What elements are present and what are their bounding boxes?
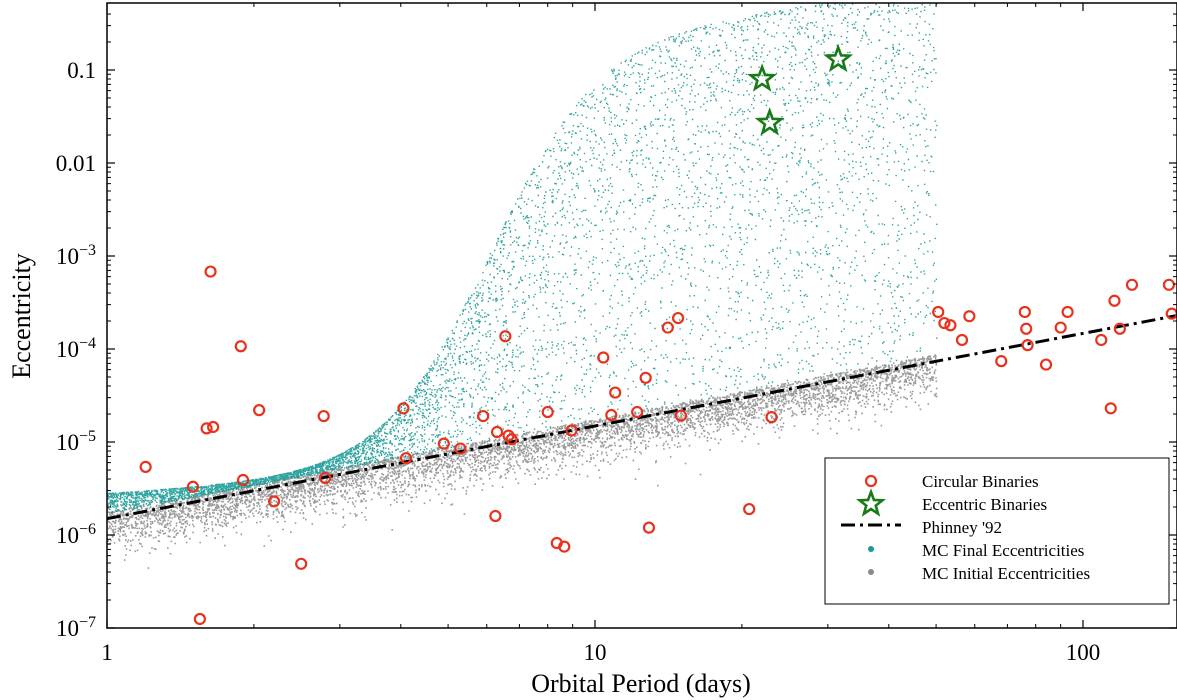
circular-binary-point bbox=[605, 408, 618, 422]
circular-binary-point bbox=[639, 371, 652, 384]
legend-label: Phinney '92 bbox=[922, 518, 1002, 537]
circular-binary-point bbox=[609, 386, 622, 399]
circular-binary-point bbox=[674, 409, 688, 422]
circular-binary-point bbox=[955, 333, 969, 347]
circular-binary-point bbox=[236, 473, 250, 487]
circular-binary-point bbox=[268, 495, 281, 508]
circular-binary-point bbox=[661, 321, 674, 334]
marker-layer bbox=[139, 43, 1177, 626]
circular-binary-point bbox=[505, 433, 518, 446]
legend: Circular Binaries Eccentric Binaries Phinn… bbox=[824, 457, 1170, 605]
legend-label: MC Final Eccentricities bbox=[922, 541, 1084, 560]
legend-circle-marker bbox=[864, 474, 878, 488]
circular-binary-point bbox=[671, 311, 685, 325]
circular-binary-point bbox=[139, 460, 152, 473]
y-tick-label: 10−5 bbox=[56, 428, 96, 455]
circular-binary-point bbox=[317, 409, 330, 423]
x-axis-title: Orbital Period (days) bbox=[531, 669, 751, 698]
legend-dot-marker bbox=[868, 569, 874, 575]
circular-binary-point bbox=[963, 310, 976, 323]
legend-label: MC Initial Eccentricities bbox=[922, 564, 1090, 583]
circular-binary-point bbox=[234, 340, 247, 353]
legend-label: Eccentric Binaries bbox=[922, 495, 1047, 514]
circular-binary-point bbox=[1061, 305, 1074, 319]
legend-star-marker bbox=[856, 488, 886, 517]
circular-binary-point bbox=[399, 452, 413, 465]
circular-binary-point bbox=[437, 437, 450, 450]
circular-binary-point bbox=[397, 402, 410, 415]
circular-binary-point bbox=[631, 405, 644, 419]
x-tick-label: 100 bbox=[1066, 640, 1101, 665]
y-axis-title: Eccentricity bbox=[7, 253, 36, 379]
tick-layer: 1 10 100 10−7 10−6 10−5 10−4 10−3 0.01 0.1 bbox=[56, 3, 1177, 665]
eccentric-binary-point bbox=[823, 43, 854, 73]
mc-cloud bbox=[107, 3, 938, 569]
legend-label: Circular Binaries bbox=[922, 472, 1039, 491]
circular-binary-point bbox=[1020, 322, 1033, 335]
circular-binary-point bbox=[642, 521, 656, 534]
circular-binary-point bbox=[1125, 278, 1139, 291]
y-tick-label: 10−4 bbox=[56, 335, 96, 362]
circular-binary-point bbox=[1104, 402, 1117, 415]
eccentric-binary-point bbox=[747, 63, 778, 92]
legend-dot-marker bbox=[868, 546, 874, 552]
mc-initial-cloud bbox=[107, 354, 938, 569]
circular-binary-point bbox=[489, 509, 502, 523]
circular-binary-point bbox=[1095, 333, 1108, 347]
y-tick-label: 10−3 bbox=[56, 242, 96, 269]
y-tick-label: 0.01 bbox=[56, 151, 96, 176]
circular-binary-point bbox=[597, 351, 610, 364]
circular-binary-point bbox=[200, 422, 213, 435]
circular-binary-point bbox=[502, 429, 515, 442]
mc-final-cloud bbox=[107, 3, 938, 514]
y-tick-label: 10−7 bbox=[56, 614, 96, 641]
circular-binary-point bbox=[1054, 321, 1067, 334]
circular-binary-point bbox=[295, 557, 308, 570]
circular-binary-point bbox=[932, 305, 945, 319]
circular-binary-point bbox=[207, 420, 220, 434]
circular-binary-point bbox=[204, 265, 217, 278]
circular-binary-point bbox=[186, 480, 200, 493]
legend-box bbox=[824, 457, 1170, 605]
circular-binary-point bbox=[454, 442, 467, 455]
circular-binary-point bbox=[490, 425, 504, 439]
circular-binary-point bbox=[558, 540, 571, 553]
circular-binary-point bbox=[1113, 322, 1126, 335]
circular-binary-point bbox=[565, 424, 578, 437]
circular-binary-point bbox=[944, 319, 957, 332]
circular-binary-point bbox=[765, 411, 778, 424]
circular-binary-point bbox=[1018, 305, 1031, 319]
circular-binary-point bbox=[319, 471, 332, 485]
plot-frame bbox=[106, 2, 1177, 629]
x-tick-label: 1 bbox=[101, 640, 113, 665]
eccentric-binary-point bbox=[754, 107, 785, 136]
circular-binary-point bbox=[1021, 339, 1034, 352]
x-tick-label: 10 bbox=[584, 640, 607, 665]
circular-binary-point bbox=[743, 502, 756, 516]
circular-binary-point bbox=[938, 316, 951, 330]
circular-binary-point bbox=[477, 409, 490, 423]
circular-binary-point bbox=[499, 330, 512, 343]
circular-binary-point bbox=[193, 612, 206, 626]
circular-binary-point bbox=[253, 404, 266, 417]
line-layer bbox=[107, 314, 1177, 521]
circular-binary-point bbox=[1108, 294, 1121, 307]
y-tick-label: 10−6 bbox=[56, 521, 96, 548]
circular-binary-point bbox=[1162, 278, 1176, 291]
phinney-line bbox=[107, 314, 1177, 521]
circular-binary-point bbox=[1039, 358, 1053, 371]
circular-binary-point bbox=[995, 355, 1008, 368]
circular-binary-point bbox=[541, 405, 554, 419]
y-tick-label: 0.1 bbox=[67, 58, 96, 83]
